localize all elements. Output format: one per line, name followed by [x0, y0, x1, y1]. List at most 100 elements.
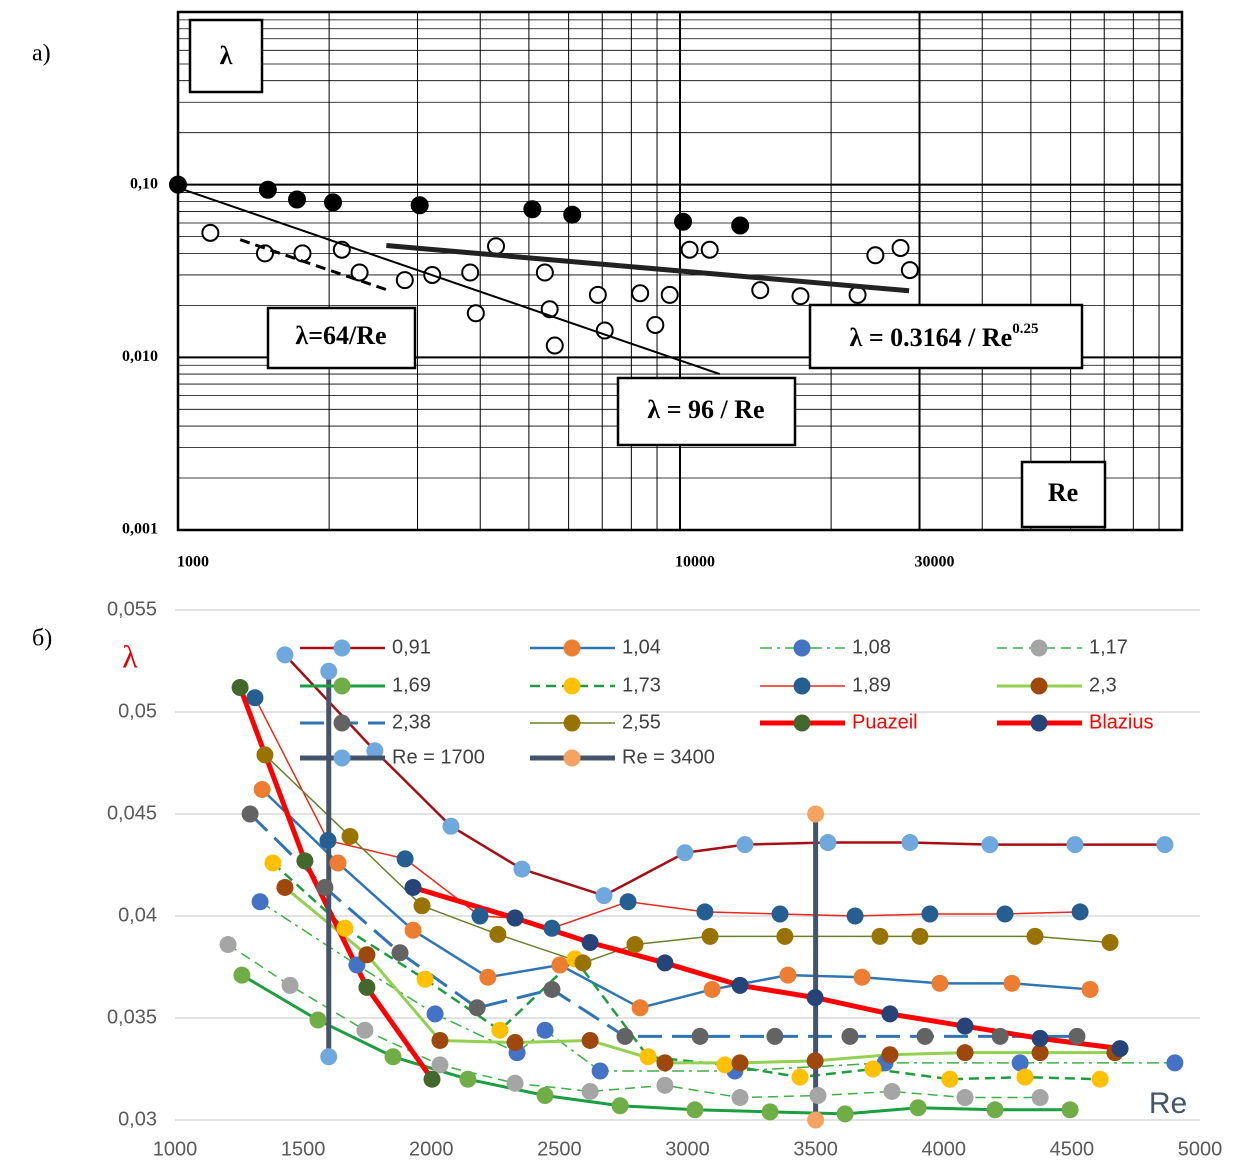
y-tick-label: 0,055 — [107, 598, 157, 620]
legend-label: 1,17 — [1089, 636, 1128, 658]
legend-marker — [333, 749, 351, 767]
marker — [819, 834, 837, 852]
marker — [626, 936, 644, 954]
data-point — [350, 263, 369, 282]
marker — [779, 966, 797, 984]
legend-marker — [793, 714, 811, 732]
marker — [996, 905, 1014, 923]
marker — [320, 662, 338, 680]
marker — [1156, 836, 1174, 854]
x-tick-label: 2500 — [537, 1138, 582, 1160]
data-point — [545, 336, 564, 355]
x-tick-label: 1500 — [281, 1138, 326, 1160]
plot-border — [176, 10, 1184, 532]
legend-label: Re = 3400 — [622, 746, 715, 768]
marker — [356, 1021, 374, 1039]
marker — [941, 1070, 959, 1088]
marker — [909, 1099, 927, 1117]
marker — [991, 1027, 1009, 1045]
x-tick-label: 5000 — [1178, 1138, 1223, 1160]
marker — [276, 646, 294, 664]
marker — [256, 746, 274, 764]
series-line — [241, 973, 1071, 1116]
marker — [703, 980, 721, 998]
marker — [806, 1052, 824, 1070]
marker — [384, 1048, 402, 1066]
x-tick-label: 4500 — [1050, 1138, 1095, 1160]
marker — [901, 834, 919, 852]
marker — [1071, 903, 1089, 921]
marker — [479, 968, 497, 986]
marker — [956, 1017, 974, 1035]
data-point — [293, 244, 312, 263]
marker — [761, 1103, 779, 1121]
x-tick-label: 4000 — [922, 1138, 967, 1160]
marker — [506, 909, 524, 927]
marker — [366, 742, 384, 760]
marker — [981, 836, 999, 854]
marker — [574, 954, 592, 972]
x-tick-label: 3000 — [665, 1138, 710, 1160]
marker — [341, 827, 359, 845]
marker — [416, 970, 434, 988]
marker — [771, 905, 789, 923]
marker — [986, 1101, 1004, 1119]
marker — [471, 907, 489, 925]
marker — [731, 1089, 749, 1107]
x-tick-label: 1000 — [177, 554, 209, 571]
marker — [551, 956, 569, 974]
marker — [536, 1087, 554, 1105]
marker — [316, 878, 334, 896]
annotation-box — [808, 303, 1084, 370]
marker — [883, 1082, 901, 1100]
data-point — [201, 223, 220, 242]
marker — [841, 1027, 859, 1045]
marker — [656, 1054, 674, 1072]
data-point — [535, 263, 554, 282]
marker — [253, 781, 271, 799]
marker — [1111, 1040, 1129, 1058]
curve — [386, 243, 910, 294]
marker — [716, 1056, 734, 1074]
marker — [631, 999, 649, 1017]
series-line — [261, 788, 1091, 1010]
legend-label: Re = 1700 — [392, 746, 485, 768]
marker — [489, 925, 507, 943]
annotation-box — [266, 306, 417, 370]
data-point — [674, 212, 693, 231]
marker — [686, 1101, 704, 1119]
data-point — [891, 238, 910, 257]
annotation: Re — [1048, 478, 1078, 507]
data-point — [410, 196, 429, 215]
marker — [871, 927, 889, 945]
data-point — [395, 271, 414, 290]
data-point — [287, 190, 306, 209]
marker — [459, 1070, 477, 1088]
legend-marker — [793, 677, 811, 695]
series-line — [272, 862, 1101, 1081]
marker — [846, 907, 864, 925]
annotation: λ — [220, 41, 233, 70]
data-point — [588, 285, 607, 304]
legend-label: 1,73 — [622, 674, 661, 696]
marker — [358, 946, 376, 964]
x-tick-label: 3500 — [793, 1138, 838, 1160]
annotation: λ = 96 / Re — [647, 395, 764, 424]
legend-label: 0,91 — [392, 636, 431, 658]
marker — [1003, 974, 1021, 992]
annotation-text: λ = 0.3164 / Re — [850, 323, 1013, 352]
legend-marker — [333, 677, 351, 695]
marker — [731, 976, 749, 994]
series-line — [237, 686, 435, 1081]
annotation-superscript: 0.25 — [1012, 321, 1038, 337]
marker — [656, 1076, 674, 1094]
data-point — [631, 284, 650, 303]
marker — [595, 887, 613, 905]
marker — [881, 1005, 899, 1023]
legend-marker — [1030, 677, 1048, 695]
marker — [776, 927, 794, 945]
x-axis-title: Re — [1149, 1087, 1187, 1120]
data-point — [731, 216, 750, 235]
marker — [506, 1074, 524, 1092]
marker — [241, 805, 259, 823]
